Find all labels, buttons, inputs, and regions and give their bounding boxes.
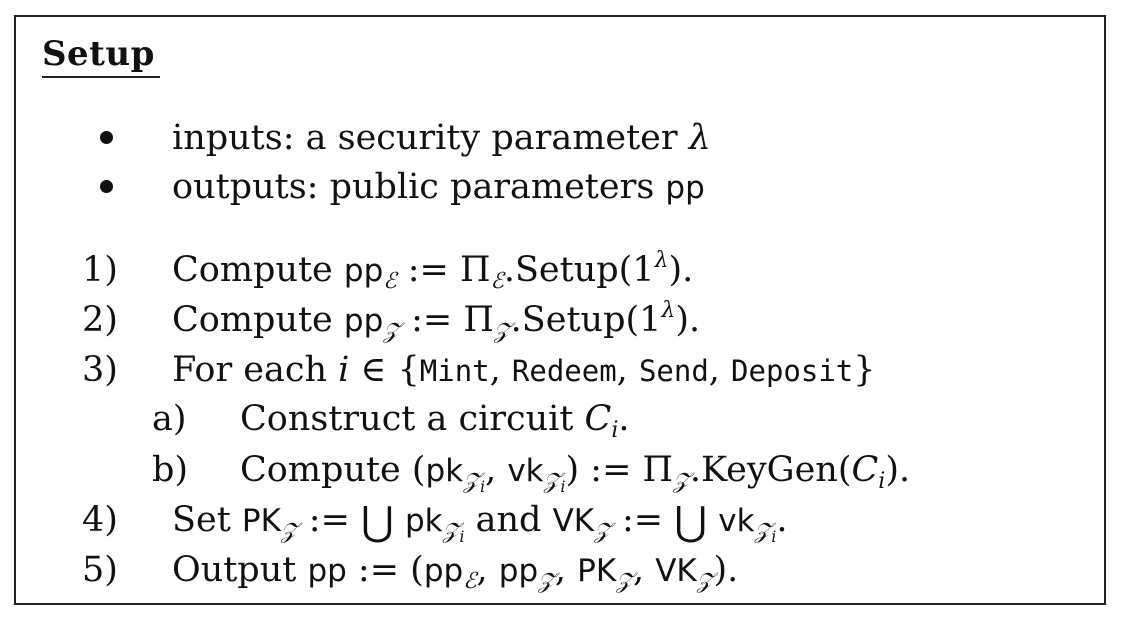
math-subscript: i (459, 527, 465, 546)
math-symbol: PK (577, 553, 617, 589)
algorithm-title: Setup (42, 34, 155, 74)
math-operator: ) := Π (565, 450, 674, 490)
math-subscript: 𝒵 (493, 319, 511, 344)
step-text: Construct a circuit (240, 399, 585, 439)
math-symbol: pp (423, 553, 464, 589)
bullet-outputs: outputs: public parameters pp (172, 165, 705, 210)
step-text: Compute (172, 300, 344, 340)
math-subscript: 𝒵 (696, 569, 714, 594)
step-text: Compute (172, 250, 344, 290)
math-operator: ). (668, 250, 694, 290)
math-subscript: 𝒵 (538, 569, 555, 594)
math-operator: ). (885, 450, 911, 490)
math-operator: . (618, 399, 630, 439)
math-symbol: PK (241, 503, 281, 539)
math-operator: := ( (346, 550, 424, 590)
math-subscript: i (479, 477, 486, 496)
bullet-text: outputs: public parameters (172, 167, 666, 207)
math-function: .KeyGen( (689, 450, 852, 490)
math-symbol: pp (665, 170, 705, 206)
math-operator: := Π (396, 250, 491, 290)
step-text: For each (172, 350, 339, 390)
math-symbol: vk (718, 503, 755, 539)
set-item: Deposit (731, 354, 854, 388)
step-5: Output pp := (ppℰ, pp𝒵, PK𝒵, VK𝒵). (172, 548, 738, 593)
step-4: Set PK𝒵 := ⋃ pk𝒵i and VK𝒵 := ⋃ vk𝒵i. (172, 498, 788, 546)
math-subscript: 𝒵 (280, 519, 298, 544)
step-3: For each i ∈ {Mint, Redeem, Send, Deposi… (172, 350, 876, 390)
math-subscript: 𝒵 (754, 519, 772, 544)
step-marker: 4) (82, 500, 118, 540)
math-symbol: pp (498, 553, 539, 589)
step-marker: 3) (82, 350, 118, 390)
math-operator: ). (675, 300, 701, 340)
math-operator: , (632, 550, 656, 590)
math-function: .Setup(1 (503, 250, 655, 290)
math-variable: C (584, 399, 612, 439)
math-subscript: 𝒵 (543, 469, 561, 494)
math-operator: := (610, 500, 675, 540)
math-subscript: i (878, 469, 886, 494)
bullet-inputs: inputs: a security parameter λ (172, 116, 711, 160)
substep-marker: b) (152, 450, 189, 490)
math-operator: , (476, 550, 499, 590)
math-subscript: 𝒵 (673, 469, 690, 494)
step-3b: Compute (pk𝒵i, vk𝒵i) := Π𝒵.KeyGen(Ci). (240, 450, 911, 496)
set-item: Redeem (511, 354, 617, 388)
step-marker: 5) (82, 550, 118, 590)
math-operator: ∈ { (349, 350, 420, 390)
title-underline (42, 76, 160, 78)
union-symbol: ⋃ (674, 499, 708, 545)
step-1: Compute ppℰ := Πℰ.Setup(1λ). (172, 248, 693, 293)
substep-marker: a) (152, 399, 187, 439)
step-3a: Construct a circuit Ci. (240, 397, 630, 443)
set-item: Mint (419, 354, 490, 388)
math-symbol: VK (552, 503, 595, 539)
math-subscript: 𝒵 (616, 569, 633, 594)
math-subscript: 𝒵 (383, 319, 400, 344)
step-text: Output (172, 550, 308, 590)
math-operator: := Π (400, 300, 494, 340)
algorithm-box (14, 15, 1106, 605)
math-subscript: 𝒵 (463, 469, 480, 494)
math-subscript: ℰ (383, 269, 397, 294)
math-subscript: i (771, 527, 777, 546)
math-variable: i (338, 350, 350, 390)
math-operator: } (853, 350, 876, 390)
math-operator: ). (713, 550, 739, 590)
math-subscript: i (611, 418, 619, 443)
math-subscript: ℰ (490, 269, 504, 294)
step-marker: 2) (82, 300, 118, 340)
math-subscript: ℰ (463, 569, 477, 594)
step-text: Set (172, 500, 242, 540)
math-subscript: i (560, 477, 566, 496)
math-symbol: pp (343, 303, 384, 339)
math-subscript: 𝒵 (594, 519, 611, 544)
math-symbol: pp (307, 553, 347, 589)
step-2: Compute pp𝒵 := Π𝒵.Setup(1λ). (172, 298, 700, 343)
union-symbol: ⋃ (361, 499, 394, 545)
math-symbol: VK (655, 553, 697, 589)
math-function: .Setup(1 (510, 300, 662, 340)
set-item: Send (638, 354, 709, 388)
math-symbol: pp (343, 253, 384, 289)
math-operator: , (554, 550, 578, 590)
bullet-marker (100, 180, 113, 193)
step-marker: 1) (82, 250, 118, 290)
math-symbol: pk (405, 503, 443, 539)
math-symbol: vk (507, 453, 544, 489)
math-subscript: 𝒵 (442, 519, 460, 544)
step-text: Compute ( (240, 450, 426, 490)
math-symbol: λ (688, 118, 711, 158)
bullet-text: inputs: a security parameter (172, 118, 689, 158)
math-operator: . (776, 500, 788, 540)
math-symbol: pk (425, 453, 464, 489)
bullet-marker (100, 131, 113, 144)
math-operator: := (297, 500, 362, 540)
math-superscript: λ (661, 298, 676, 323)
math-superscript: λ (654, 248, 669, 273)
step-text: and (464, 500, 553, 540)
math-variable: C (851, 450, 879, 490)
